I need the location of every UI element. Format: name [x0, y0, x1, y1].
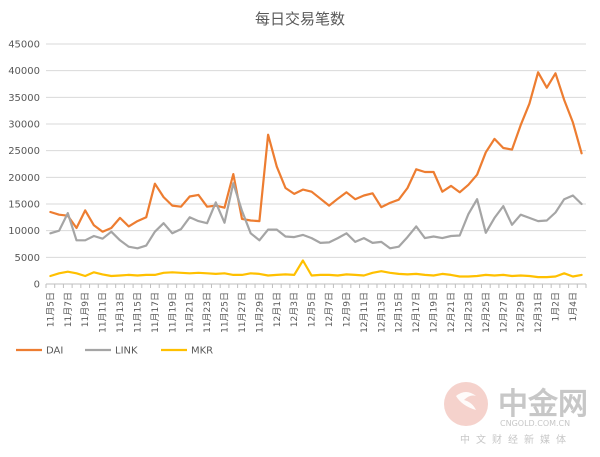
y-tick-label: 45000	[8, 40, 40, 51]
x-tick-label: 12月13日	[376, 292, 387, 333]
x-tick-label: 11月29日	[254, 292, 265, 333]
legend: DAI LINK MKR	[16, 346, 213, 357]
y-tick-label: 20000	[8, 173, 40, 184]
y-axis: 0 5000 10000 15000 20000 25000 30000 35000 40000…	[8, 40, 40, 291]
x-tick-label: 11月7日	[63, 292, 74, 327]
legend-label-link: LINK	[115, 346, 138, 357]
x-tick-label: 12月31日	[533, 292, 544, 333]
x-tick-label: 12月7日	[324, 292, 335, 327]
chart-title: 每日交易笔数	[255, 10, 345, 28]
cngold-logo-swirl-icon	[456, 392, 476, 410]
x-tick-label: 12月19日	[429, 292, 440, 333]
x-tick-label: 12月15日	[394, 292, 405, 333]
x-axis: 11月5日 11月7日 11月9日 11月11日 11月13日 11月15日 11月17日 1…	[45, 284, 587, 333]
x-tick-label: 12月11日	[359, 292, 370, 333]
x-tick-label: 12月9日	[341, 292, 352, 327]
y-tick-label: 10000	[8, 226, 40, 237]
x-tick-label: 12月1日	[272, 292, 283, 327]
series-line-dai	[49, 71, 583, 233]
x-tick-label: 11月27日	[237, 292, 248, 333]
x-tick-label: 11月5日	[45, 292, 56, 327]
x-tick-label: 11月13日	[115, 292, 126, 333]
gridlines	[46, 43, 586, 285]
x-tick-label: 12月23日	[463, 292, 474, 333]
x-tick-label: 1月4日	[568, 292, 579, 321]
watermark-subtitle: 中文财经新媒体	[460, 433, 572, 446]
x-tick-label: 11月23日	[202, 292, 213, 333]
x-tick-label: 12月27日	[498, 292, 509, 333]
y-tick-label: 25000	[8, 146, 40, 157]
x-tick-label: 12月29日	[516, 292, 527, 333]
legend-label-dai: DAI	[46, 346, 63, 357]
x-tick-label: 12月3日	[289, 292, 300, 327]
y-tick-label: 30000	[8, 120, 40, 131]
y-tick-label: 5000	[15, 253, 40, 264]
x-tick-label: 12月17日	[411, 292, 422, 333]
x-tick-label: 11月15日	[132, 292, 143, 333]
x-tick-label: 11月25日	[220, 292, 231, 333]
y-tick-label: 40000	[8, 66, 40, 77]
series-line-mkr	[49, 259, 583, 279]
x-tick-label: 12月21日	[446, 292, 457, 333]
x-tick-label: 12月5日	[307, 292, 318, 327]
x-tick-label: 11月19日	[167, 292, 178, 333]
x-tick-label: 1月2日	[551, 292, 562, 321]
series-group	[49, 71, 583, 279]
y-tick-label: 15000	[8, 200, 40, 211]
x-tick-label: 11月21日	[185, 292, 196, 333]
series-line-link	[49, 182, 583, 250]
x-tick-label: 11月11日	[98, 292, 109, 333]
x-tick-label: 11月17日	[150, 292, 161, 333]
y-tick-label: 0	[34, 280, 40, 291]
x-tick-label: 11月9日	[80, 292, 91, 327]
y-tick-label: 35000	[8, 93, 40, 104]
watermark-logo-text: 中金网	[498, 387, 588, 422]
legend-label-mkr: MKR	[191, 346, 213, 357]
x-tick-label: 12月25日	[481, 292, 492, 333]
watermark: 中金网 CNGOLD.COM.CN 中文财经新媒体	[444, 382, 588, 446]
watermark-url: CNGOLD.COM.CN	[500, 419, 570, 428]
